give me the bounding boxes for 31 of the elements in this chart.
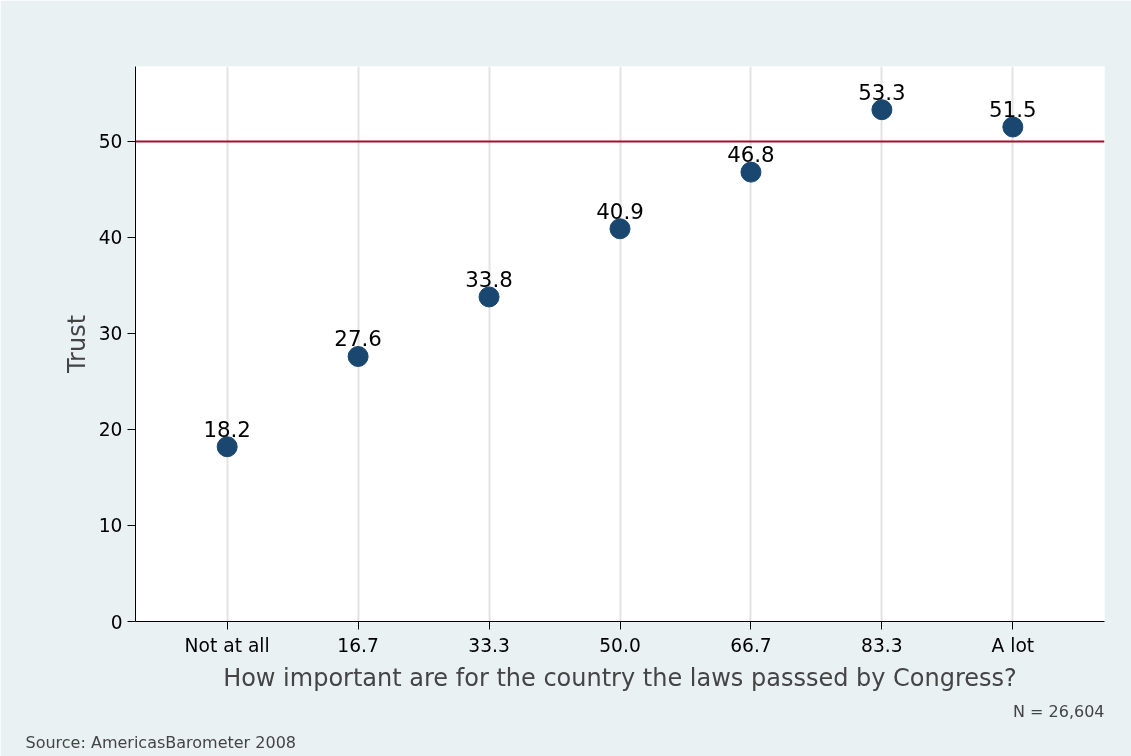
- point: [871, 99, 893, 121]
- data-label: 33.8: [465, 266, 513, 292]
- y-tick-label: 20: [98, 419, 123, 441]
- x-tick-label: 66.7: [730, 634, 772, 656]
- x-tick-label: Not at all: [184, 634, 270, 656]
- data-label: 27.6: [334, 326, 382, 352]
- x-tick-label: 50.0: [599, 634, 641, 656]
- point: [216, 436, 238, 458]
- data-label: 53.3: [858, 79, 906, 105]
- x-tick-label: 16.7: [337, 634, 379, 656]
- point: [478, 286, 500, 308]
- y-tick-label: 30: [98, 323, 123, 345]
- y-axis-title: Trust: [62, 314, 91, 375]
- source-note: Source: AmericasBarometer 2008: [25, 732, 296, 752]
- y-tick-label: 50: [98, 131, 123, 153]
- x-tick-label: 83.3: [861, 634, 903, 656]
- x-tick-label: 33.3: [468, 634, 510, 656]
- point: [609, 218, 631, 240]
- data-label: 18.2: [203, 416, 251, 442]
- point: [347, 346, 369, 367]
- x-axis-title: How important are for the country the laws passsed by Congress?: [223, 663, 1017, 692]
- y-tick-label: 0: [110, 611, 123, 633]
- data-label: 51.5: [989, 96, 1037, 122]
- y-tick-label: 10: [98, 515, 123, 537]
- y-tick-label: 40: [98, 227, 123, 249]
- point: [1002, 116, 1024, 138]
- data-label: 46.8: [727, 142, 775, 168]
- data-label: 40.9: [596, 198, 644, 224]
- point: [740, 161, 762, 183]
- text: N = 26,604: [1012, 701, 1105, 721]
- x-tick-label: A lot: [991, 634, 1035, 656]
